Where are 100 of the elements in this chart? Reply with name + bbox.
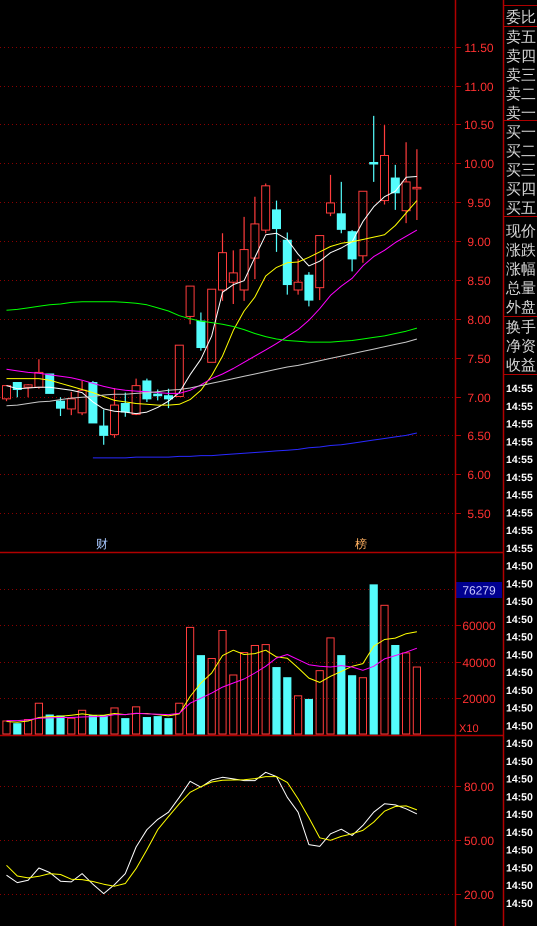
bar [412, 666, 421, 734]
y-tick-label: 50.00 [464, 834, 494, 848]
text: 14:50 [506, 862, 534, 874]
y-tick-label: 20.00 [464, 888, 494, 902]
candlestick [120, 392, 130, 418]
text: 76279 [462, 584, 496, 598]
bar [2, 720, 11, 734]
y-tick-label: 10.50 [464, 118, 494, 132]
bar [294, 695, 302, 734]
y-tick-label: 8.00 [467, 313, 491, 327]
y-tick-label: 11.50 [464, 41, 494, 55]
bar [100, 715, 108, 734]
bar [262, 644, 270, 734]
text: 涨跌 [506, 241, 536, 259]
bar [175, 702, 184, 734]
text: 14:50 [506, 596, 534, 608]
candlestick [272, 200, 281, 252]
annotation: 榜 [355, 537, 367, 551]
bar [67, 718, 76, 734]
text: 14:50 [506, 720, 534, 732]
text: 14:55 [506, 383, 534, 395]
bar [304, 698, 313, 734]
text: 14:50 [506, 809, 534, 821]
bar [13, 723, 22, 734]
bar [154, 716, 162, 734]
bar [110, 707, 119, 734]
bar [337, 655, 346, 734]
text: 14:55 [506, 507, 534, 520]
candlestick [348, 230, 357, 272]
text: 14:50 [506, 702, 534, 714]
candlestick [164, 388, 173, 409]
candlestick [326, 174, 335, 217]
bar [88, 715, 97, 734]
text: 14:50 [506, 667, 534, 679]
y-tick-label: 20000 [462, 692, 496, 706]
bar [121, 718, 130, 734]
text: 14:55 [506, 400, 534, 413]
text: 收益 [506, 356, 536, 374]
text: 14:55 [506, 490, 534, 502]
text: 14:50 [506, 738, 534, 750]
y-tick-label: 10.00 [464, 157, 494, 171]
text: 卖三 [506, 66, 536, 84]
text: 卖二 [506, 85, 536, 103]
text: 买四 [506, 180, 536, 198]
line-series [6, 648, 418, 722]
line-series [92, 432, 418, 458]
text: 买一 [506, 123, 536, 141]
y-tick-label: 9.00 [467, 235, 491, 249]
candlestick [282, 232, 292, 296]
candlestick [369, 115, 378, 183]
candlestick [402, 142, 411, 224]
candlestick [196, 312, 206, 352]
text: 14:50 [506, 774, 534, 786]
y-tick-label: 7.50 [467, 352, 491, 366]
candlestick [304, 272, 314, 307]
candlestick [315, 235, 324, 301]
bar [240, 652, 248, 734]
text: 换手 [506, 318, 536, 336]
text: 14:50 [506, 791, 534, 804]
candlestick [218, 232, 227, 302]
text: 14:50 [506, 844, 534, 856]
text: 14:55 [506, 472, 534, 484]
candlestick [412, 148, 422, 221]
bar [358, 677, 367, 734]
line-series [6, 301, 418, 343]
text: X10 [459, 723, 479, 735]
text: 14:55 [506, 542, 534, 555]
text: 涨幅 [506, 260, 536, 278]
text: 买二 [506, 142, 536, 160]
bar [348, 675, 356, 734]
text: 净资 [506, 337, 536, 355]
bar [142, 717, 151, 734]
text: 14:55 [506, 436, 534, 448]
text: 14:50 [506, 756, 534, 768]
bar [34, 702, 43, 734]
bar [250, 644, 259, 734]
bar [229, 674, 238, 734]
y-tick-label: 40000 [462, 656, 496, 670]
bar [316, 670, 324, 734]
text: 卖一 [506, 104, 536, 122]
text: 现价 [506, 222, 536, 240]
candlestick [294, 258, 303, 296]
text: 买五 [506, 199, 536, 217]
text: 14:50 [506, 649, 534, 662]
text: 买三 [506, 161, 536, 179]
bar [186, 626, 194, 734]
bar [208, 658, 216, 734]
bar [380, 604, 389, 734]
y-tick-label: 6.50 [467, 429, 491, 443]
candlestick [34, 358, 44, 390]
candlestick [336, 181, 346, 234]
candlestick [110, 387, 119, 438]
candlestick [56, 396, 65, 417]
candlestick [390, 164, 400, 211]
y-tick-label: 8.50 [467, 274, 491, 288]
line-series [6, 631, 418, 723]
text: 卖四 [506, 47, 536, 65]
bar [391, 644, 400, 734]
text: 14:50 [506, 560, 534, 572]
candlestick [24, 383, 33, 398]
